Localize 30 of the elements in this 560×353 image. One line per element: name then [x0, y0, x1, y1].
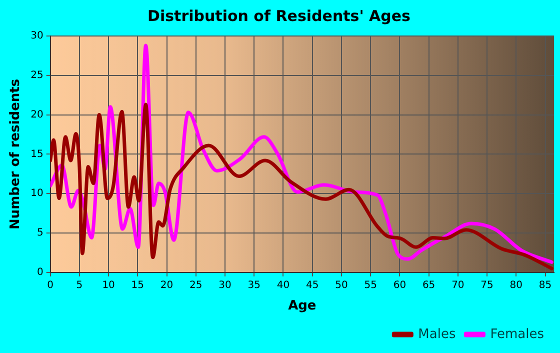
x-tick-label: 55 — [364, 280, 377, 291]
x-tick-label: 75 — [480, 280, 494, 291]
y-tick-label: 5 — [36, 228, 44, 239]
y-tick-label: 25 — [30, 70, 44, 81]
x-tick-label: 50 — [335, 280, 348, 291]
x-tick-label: 35 — [248, 280, 260, 291]
x-tick-label: 30 — [218, 280, 232, 291]
y-tick-label: 10 — [30, 188, 44, 200]
y-axis-title: Number of residents — [8, 78, 24, 230]
x-tick-label: 0 — [47, 280, 54, 291]
x-tick-label: 65 — [422, 280, 436, 291]
x-axis-title: Age — [288, 298, 316, 314]
x-tick-label: 20 — [160, 280, 174, 291]
x-tick-label: 15 — [131, 280, 144, 291]
x-tick-label: 70 — [452, 280, 464, 291]
legend-label: Females — [490, 326, 544, 342]
chart-title: Distribution of Residents' Ages — [148, 6, 411, 25]
legend-label: Males — [418, 326, 456, 342]
x-tick-label: 25 — [190, 280, 202, 291]
x-tick-label: 40 — [276, 280, 290, 291]
y-tick-label: 30 — [30, 30, 44, 42]
x-tick-label: 80 — [510, 280, 523, 291]
y-tick-label: 20 — [30, 109, 44, 120]
y-tick-label: 15 — [30, 148, 44, 160]
x-tick-label: 10 — [102, 280, 115, 291]
x-tick-label: 85 — [538, 280, 552, 291]
x-tick-label: 5 — [76, 280, 83, 291]
x-tick-label: 60 — [393, 280, 406, 291]
x-tick-label: 45 — [306, 280, 319, 291]
y-tick-label: 0 — [36, 266, 44, 278]
